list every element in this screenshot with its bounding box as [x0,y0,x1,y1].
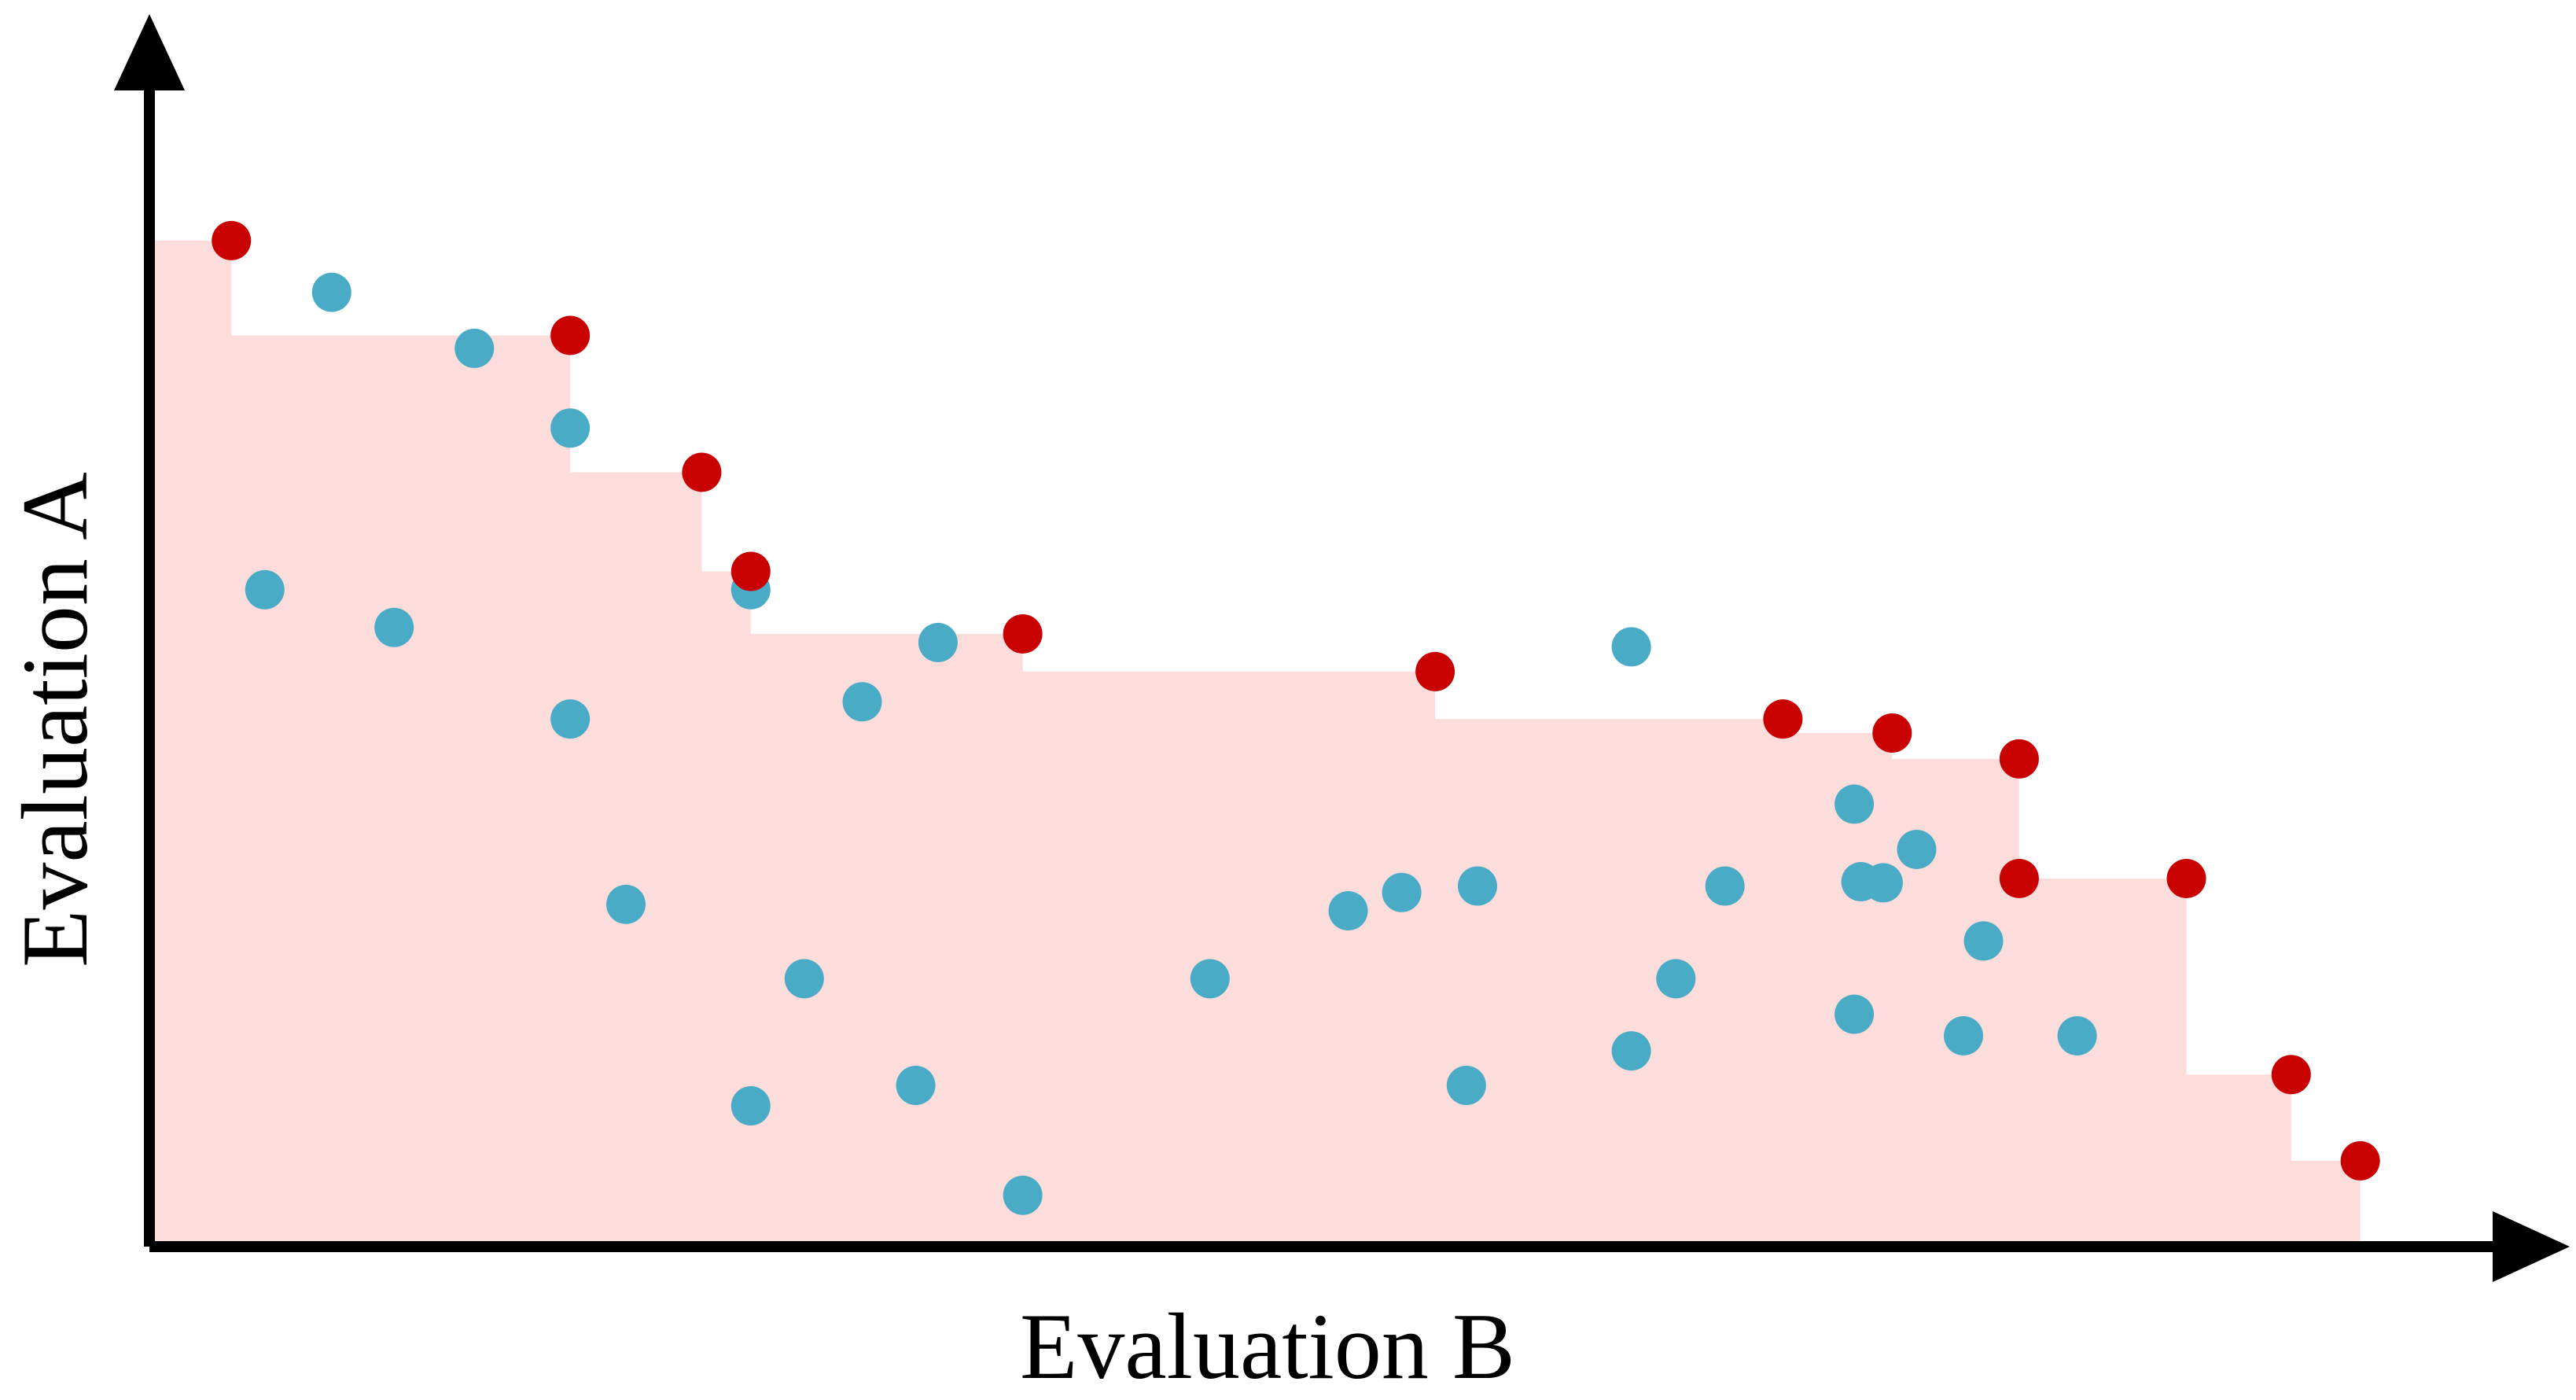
dominated-point [374,607,414,647]
pareto-point [1415,651,1455,691]
dominated-point [550,408,591,448]
points-layer [212,220,2380,1215]
dominated-point [1834,784,1875,824]
x-axis-arrowhead [2493,1211,2570,1282]
dominated-point [918,622,958,662]
pareto-point [212,220,252,260]
dominated-region-layer [153,240,2361,1243]
pareto-point [682,452,722,492]
dominated-point [550,699,591,739]
dominated-point [784,959,824,999]
axes [114,14,2570,1282]
dominated-point [1944,1015,1984,1056]
y-axis-title: Evaluation A [2,472,107,967]
pareto-point [550,315,591,356]
pareto-point [1763,699,1803,739]
dominated-point [1328,891,1368,931]
dominated-point [1841,862,1881,902]
pareto-point [1999,858,2039,898]
pareto-point [1003,613,1043,654]
dominated-point [1382,872,1422,912]
dominated-point [1656,959,1696,999]
pareto-point [2340,1140,2380,1181]
dominated-point [1963,921,2004,961]
dominated-region [153,240,2361,1243]
dominated-point [1705,866,1745,906]
y-axis-arrowhead [114,14,185,90]
dominated-point [896,1065,936,1105]
dominated-point [730,1086,771,1126]
dominated-point [842,682,882,722]
dominated-point [1190,959,1230,999]
dominated-point [1897,829,1937,869]
dominated-point [1457,866,1497,906]
dominated-point [454,328,495,368]
dominated-point [311,272,351,312]
dominated-point [1834,994,1875,1034]
pareto-point [730,551,771,591]
pareto-point [2166,858,2206,898]
dominated-point [1611,1031,1651,1071]
pareto-point [2271,1055,2311,1095]
dominated-point [2057,1015,2097,1056]
pareto-point [1999,739,2039,779]
x-axis-title: Evaluation B [1020,1294,1515,1398]
dominated-point [245,569,285,610]
dominated-point [1611,627,1651,667]
dominated-point [1003,1175,1043,1215]
pareto-point [1872,713,1912,753]
dominated-point [1446,1065,1486,1105]
dominated-point [606,884,646,924]
